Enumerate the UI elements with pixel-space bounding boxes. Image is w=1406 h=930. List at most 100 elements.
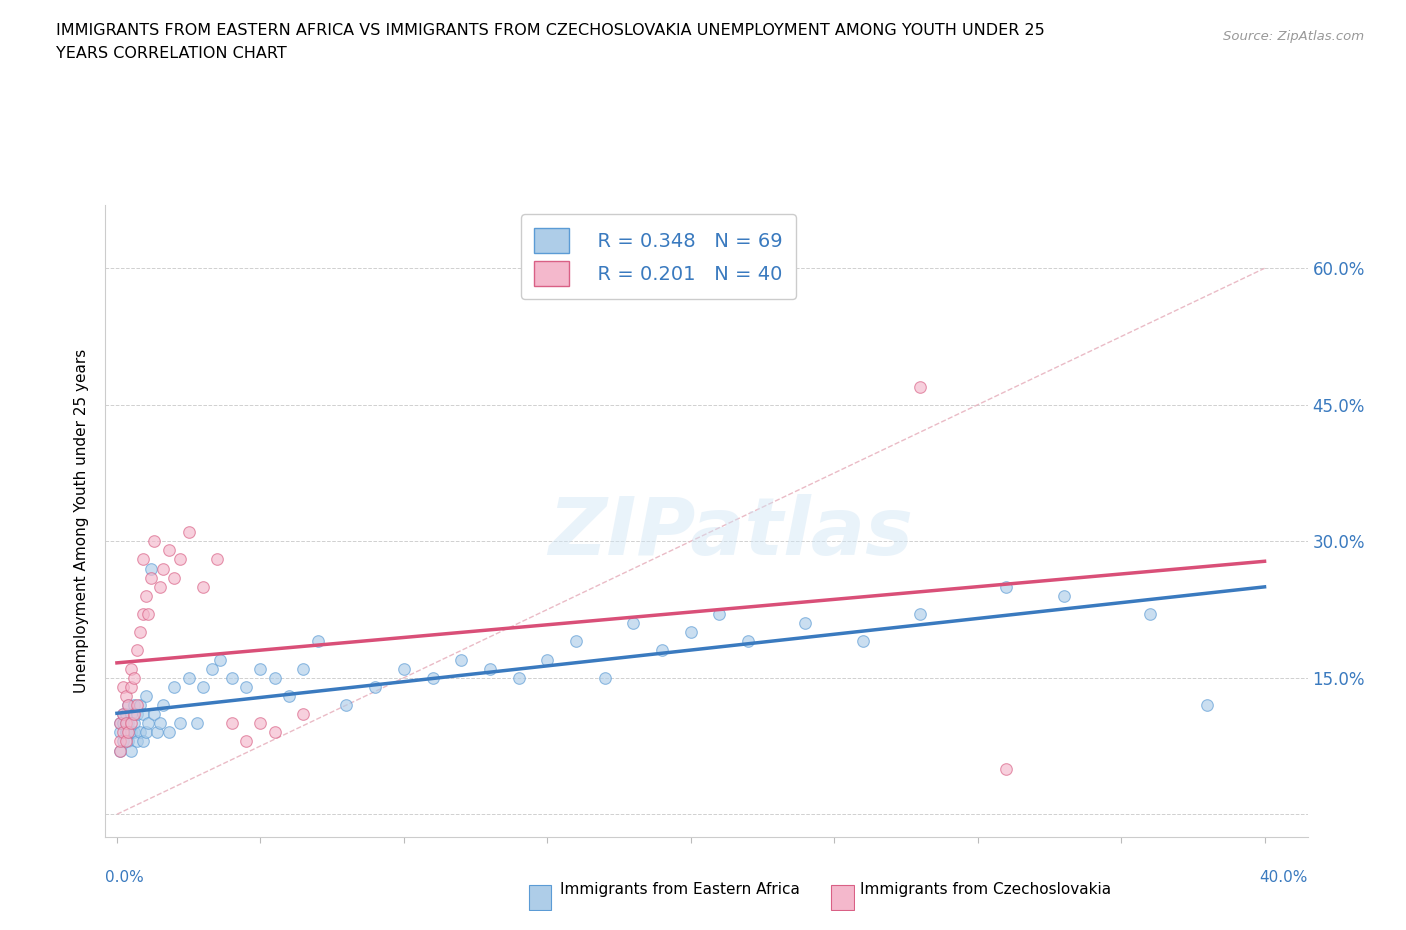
- Point: [177, 671, 200, 685]
- Point: [108, 724, 131, 739]
- Point: [143, 707, 166, 722]
- Point: [157, 543, 180, 558]
- Point: [221, 716, 243, 731]
- Point: [111, 716, 134, 731]
- Point: [169, 716, 191, 731]
- Point: [128, 625, 150, 640]
- Point: [122, 707, 145, 722]
- Point: [163, 570, 186, 585]
- Point: [651, 643, 673, 658]
- Text: YEARS CORRELATION CHART: YEARS CORRELATION CHART: [56, 46, 287, 61]
- Point: [152, 561, 174, 576]
- Point: [201, 661, 224, 676]
- Point: [114, 707, 136, 722]
- Point: [235, 680, 257, 695]
- Point: [852, 634, 875, 649]
- Point: [191, 680, 214, 695]
- Point: [146, 724, 169, 739]
- Point: [135, 688, 157, 703]
- Legend:   R = 0.348   N = 69,   R = 0.201   N = 40: R = 0.348 N = 69, R = 0.201 N = 40: [520, 214, 796, 299]
- Text: Immigrants from Eastern Africa: Immigrants from Eastern Africa: [560, 883, 800, 897]
- Point: [117, 724, 139, 739]
- Point: [335, 698, 357, 712]
- Point: [177, 525, 200, 539]
- Point: [111, 734, 134, 749]
- Point: [292, 661, 315, 676]
- Point: [135, 589, 157, 604]
- Text: ZIPatlas: ZIPatlas: [548, 495, 912, 573]
- Point: [138, 606, 160, 621]
- Point: [128, 724, 150, 739]
- Point: [114, 734, 136, 749]
- Point: [235, 734, 257, 749]
- Point: [249, 661, 271, 676]
- Point: [122, 671, 145, 685]
- Point: [364, 680, 387, 695]
- Point: [621, 616, 644, 631]
- Point: [450, 652, 472, 667]
- Point: [117, 698, 139, 712]
- Point: [1053, 589, 1076, 604]
- Point: [108, 734, 131, 749]
- Point: [132, 707, 155, 722]
- Point: [111, 680, 134, 695]
- Point: [536, 652, 558, 667]
- Point: [149, 579, 172, 594]
- Point: [120, 707, 142, 722]
- Point: [157, 724, 180, 739]
- Point: [114, 716, 136, 731]
- Text: IMMIGRANTS FROM EASTERN AFRICA VS IMMIGRANTS FROM CZECHOSLOVAKIA UNEMPLOYMENT AM: IMMIGRANTS FROM EASTERN AFRICA VS IMMIGR…: [56, 23, 1045, 38]
- Point: [1139, 606, 1161, 621]
- Point: [141, 561, 163, 576]
- Point: [111, 707, 134, 722]
- Point: [422, 671, 444, 685]
- Point: [125, 698, 148, 712]
- FancyBboxPatch shape: [831, 885, 853, 910]
- Point: [120, 724, 142, 739]
- Text: Source: ZipAtlas.com: Source: ZipAtlas.com: [1223, 30, 1364, 43]
- Point: [737, 634, 759, 649]
- Point: [132, 552, 155, 567]
- Point: [132, 606, 155, 621]
- Point: [114, 724, 136, 739]
- Point: [108, 743, 131, 758]
- Point: [108, 716, 131, 731]
- Point: [263, 671, 285, 685]
- Point: [120, 743, 142, 758]
- Point: [111, 707, 134, 722]
- Point: [910, 379, 932, 394]
- Point: [995, 579, 1018, 594]
- Point: [709, 606, 731, 621]
- Point: [120, 680, 142, 695]
- Text: Immigrants from Czechoslovakia: Immigrants from Czechoslovakia: [860, 883, 1112, 897]
- Point: [186, 716, 208, 731]
- Point: [221, 671, 243, 685]
- Point: [114, 716, 136, 731]
- Point: [132, 734, 155, 749]
- Point: [191, 579, 214, 594]
- Point: [135, 724, 157, 739]
- Point: [125, 734, 148, 749]
- Point: [152, 698, 174, 712]
- Point: [122, 698, 145, 712]
- Point: [163, 680, 186, 695]
- Point: [120, 661, 142, 676]
- Point: [565, 634, 588, 649]
- Point: [593, 671, 616, 685]
- Point: [108, 743, 131, 758]
- Point: [149, 716, 172, 731]
- Point: [117, 698, 139, 712]
- Point: [120, 716, 142, 731]
- Point: [392, 661, 415, 676]
- Point: [263, 724, 285, 739]
- Point: [249, 716, 271, 731]
- Point: [1197, 698, 1219, 712]
- Point: [278, 688, 301, 703]
- Point: [108, 716, 131, 731]
- Point: [128, 698, 150, 712]
- Point: [169, 552, 191, 567]
- Point: [138, 716, 160, 731]
- Point: [794, 616, 817, 631]
- Point: [307, 634, 329, 649]
- Point: [111, 724, 134, 739]
